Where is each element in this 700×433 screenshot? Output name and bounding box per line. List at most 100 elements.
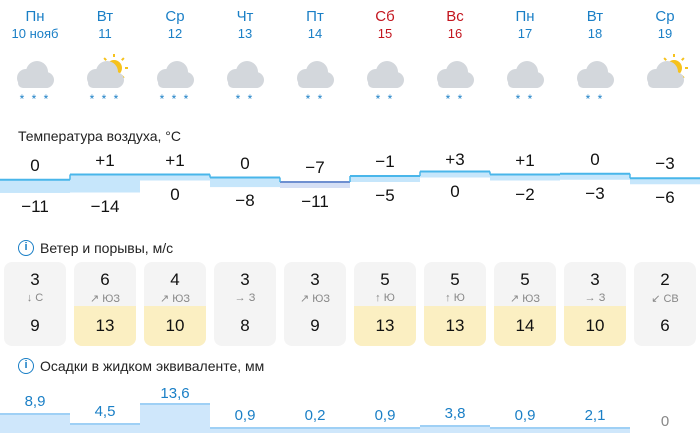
day-column[interactable]: Пн 17 * *	[490, 8, 560, 106]
day-of-week: Вс	[446, 8, 464, 25]
day-column[interactable]: Ср 19	[630, 8, 700, 88]
gust-highlight	[564, 306, 626, 346]
precip-value: 13,6	[160, 385, 190, 402]
day-date: 10 нояб	[11, 26, 59, 41]
forecast-days: Пн 10 нояб * * * Вт 11 * * * Ср 12	[0, 8, 700, 128]
gust-highlight	[74, 306, 136, 346]
wind-title: i Ветер и порывы, м/с	[18, 240, 173, 256]
temperature-bar	[560, 173, 630, 180]
temp-max-label: +1	[165, 150, 185, 170]
temp-max-label: 0	[240, 153, 250, 173]
wind-card: 6 ↗ ЮЗ 13	[74, 262, 136, 346]
wind-card: 3 → З 8	[214, 262, 276, 346]
wind-speed: 3	[590, 270, 600, 289]
wind-speed: 3	[30, 270, 40, 289]
cloud-snow-icon: * * *	[12, 52, 58, 118]
cloud-snow-icon: * *	[362, 52, 408, 118]
temp-max-label: +1	[515, 150, 535, 170]
temp-max-label: +3	[445, 150, 465, 169]
wind-gust: 6	[660, 316, 670, 335]
wind-card: 3 ↓ С 9	[4, 262, 66, 346]
wind-gust: 14	[515, 316, 535, 335]
sun-cloud-snow-icon: * * *	[82, 52, 128, 118]
wind-direction: ↗ ЮЗ	[89, 293, 121, 305]
info-icon[interactable]: i	[18, 240, 34, 256]
temp-min-label: −2	[515, 184, 535, 204]
temp-max-label: 0	[30, 155, 40, 175]
wind-speed: 5	[520, 270, 530, 289]
temperature-bar	[350, 176, 420, 182]
temperature-bar	[210, 177, 280, 188]
wind-card: 5 ↑ Ю 13	[424, 262, 486, 346]
day-column[interactable]: Чт 13 * *	[210, 8, 280, 106]
temperature-bar	[140, 174, 210, 181]
cloud-snow-icon: * *	[222, 52, 268, 118]
day-of-week: Пт	[306, 8, 324, 25]
precip-title-text: Осадки в жидком эквиваленте, мм	[40, 358, 265, 374]
temp-max-label: −7	[305, 158, 325, 177]
wind-gust: 13	[445, 316, 465, 335]
wind-gust: 13	[95, 316, 115, 335]
temperature-bar	[280, 182, 350, 188]
wind-card: 5 ↗ ЮЗ 14	[494, 262, 556, 346]
wind-card: 5 ↑ Ю 13	[354, 262, 416, 346]
day-date: 19	[657, 26, 673, 41]
precip-bar	[280, 427, 350, 433]
wind-speed: 3	[310, 270, 320, 289]
temperature-bar	[490, 174, 560, 181]
wind-gust: 9	[30, 316, 40, 335]
temp-min-label: −14	[90, 196, 120, 216]
day-column[interactable]: Ср 12 * * *	[140, 8, 210, 106]
wind-gust: 9	[310, 316, 320, 335]
cloud-snow-icon: * *	[572, 52, 618, 118]
info-icon[interactable]: i	[18, 358, 34, 374]
gust-highlight	[144, 306, 206, 346]
gust-highlight	[494, 306, 556, 346]
temperature-steps	[0, 170, 700, 193]
precip-value: 0	[660, 413, 670, 430]
temperature-title-text: Температура воздуха, °С	[18, 128, 181, 144]
wind-title-text: Ветер и порывы, м/с	[40, 240, 174, 256]
wind-direction: → З	[584, 292, 606, 304]
temperature-bar	[70, 174, 140, 193]
precip-bar	[0, 413, 70, 433]
wind-card: 4 ↗ ЮЗ 10	[144, 262, 206, 346]
day-column[interactable]: Пт 14 * *	[280, 8, 350, 106]
temp-min-label: −8	[235, 191, 255, 211]
precip-bar	[560, 427, 630, 433]
temperature-title: Температура воздуха, °С	[18, 128, 181, 144]
precip-value: 0,9	[514, 407, 536, 424]
wind-gust: 13	[375, 316, 395, 335]
temperature-bar	[630, 178, 700, 185]
precip-value: 0,2	[304, 407, 326, 424]
wind-speed: 3	[240, 270, 250, 289]
precip-value: 0,9	[374, 407, 396, 424]
day-column[interactable]: Сб 15 * *	[350, 8, 420, 106]
day-column[interactable]: Вт 18 * *	[560, 8, 630, 106]
day-of-week: Сб	[375, 8, 395, 25]
wind-direction: ↑ Ю	[375, 292, 395, 304]
wind-direction: ↗ ЮЗ	[299, 293, 331, 305]
day-column[interactable]: Пн 10 нояб * * *	[0, 8, 70, 106]
wind-speed: 6	[100, 270, 110, 289]
precip-bar	[140, 403, 210, 433]
precip-value: 3,8	[444, 404, 466, 422]
wind-direction: ↗ ЮЗ	[159, 293, 191, 305]
temp-min-label: −5	[375, 186, 395, 205]
wind-row: 3 ↓ С 9 6 ↗ ЮЗ 13 4 ↗ ЮЗ 10 3 → З 8 3 ↗ …	[0, 262, 700, 346]
temp-min-label: 0	[170, 184, 180, 204]
gust-highlight	[354, 306, 416, 346]
day-date: 13	[237, 26, 253, 41]
precip-bar	[490, 427, 560, 433]
day-date: 14	[307, 26, 323, 41]
precipitation-chart: 8,9 4,5 13,6 0,9 0,2 0,9 3,8 0,9 2,1 0	[0, 385, 700, 433]
cloud-snow-icon: * *	[432, 52, 478, 118]
precip-value: 4,5	[94, 403, 116, 421]
precip-bar	[420, 424, 490, 433]
temp-min-label: −6	[655, 188, 675, 208]
day-column[interactable]: Вс 16 * *	[420, 8, 490, 106]
day-date: 16	[447, 26, 463, 41]
day-column[interactable]: Вт 11 * * *	[70, 8, 140, 106]
wind-direction: → З	[234, 292, 256, 304]
wind-direction: ↙ СВ	[651, 293, 679, 305]
